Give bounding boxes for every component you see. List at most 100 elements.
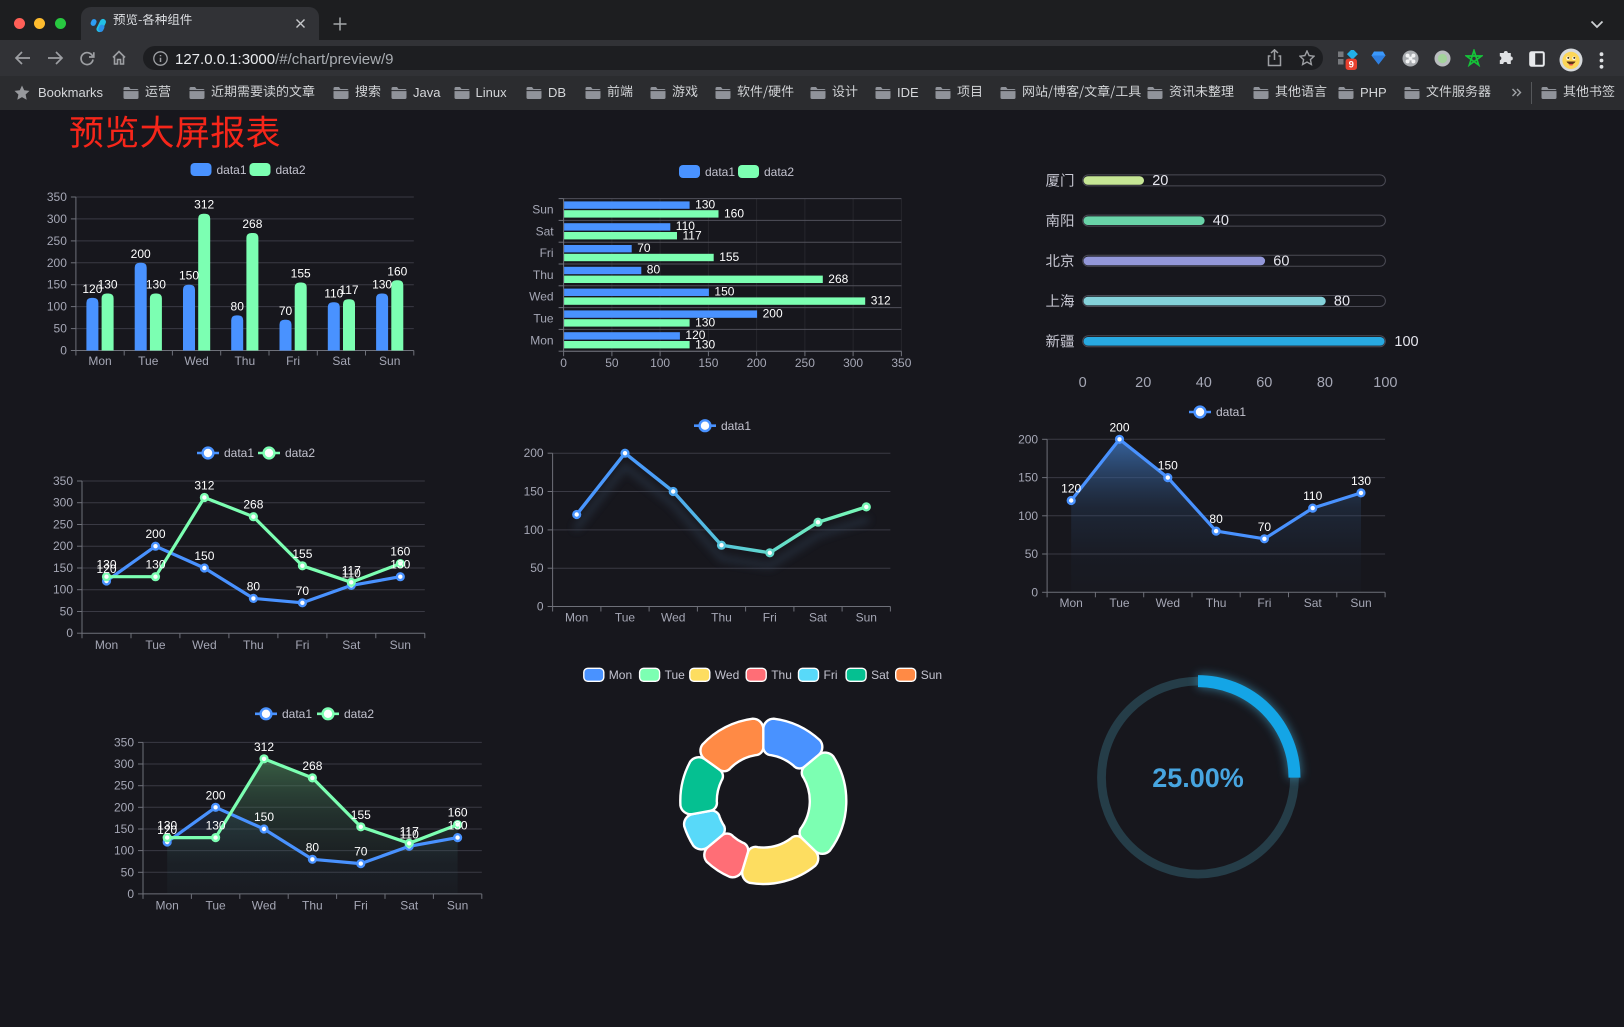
svg-text:Sat: Sat	[809, 611, 828, 625]
svg-text:70: 70	[1258, 520, 1272, 534]
svg-text:200: 200	[206, 788, 226, 802]
svg-text:Fri: Fri	[824, 668, 838, 682]
svg-text:Wed: Wed	[1156, 596, 1180, 610]
svg-text:80: 80	[647, 263, 661, 277]
svg-text:Wed: Wed	[252, 899, 276, 913]
svg-text:Tue: Tue	[533, 312, 554, 326]
svg-text:117: 117	[342, 563, 361, 577]
svg-text:data1: data1	[217, 163, 247, 177]
svg-text:Sat: Sat	[871, 668, 890, 682]
svg-text:80: 80	[306, 840, 320, 854]
svg-text:150: 150	[698, 356, 718, 370]
svg-text:130: 130	[96, 558, 116, 572]
svg-text:150: 150	[179, 269, 199, 283]
svg-text:Sat: Sat	[400, 899, 419, 913]
svg-text:Fri: Fri	[1257, 596, 1271, 610]
svg-text:110: 110	[1303, 489, 1322, 503]
svg-text:150: 150	[254, 810, 274, 824]
svg-text:Fri: Fri	[540, 246, 554, 260]
svg-text:80: 80	[1317, 375, 1333, 391]
svg-text:80: 80	[247, 579, 261, 593]
svg-text:130: 130	[372, 278, 392, 292]
svg-text:data1: data1	[705, 165, 735, 179]
svg-text:50: 50	[605, 356, 619, 370]
svg-text:Mon: Mon	[565, 611, 588, 625]
svg-text:200: 200	[763, 306, 783, 320]
svg-text:268: 268	[242, 217, 262, 231]
svg-text:40: 40	[1213, 213, 1229, 229]
svg-text:Thu: Thu	[302, 899, 323, 913]
svg-text:150: 150	[194, 549, 214, 563]
svg-text:100: 100	[53, 583, 73, 597]
svg-text:150: 150	[114, 822, 134, 836]
svg-text:data1: data1	[1216, 405, 1246, 419]
svg-text:80: 80	[231, 299, 245, 313]
svg-text:Tue: Tue	[138, 354, 159, 368]
svg-text:100: 100	[1394, 334, 1418, 350]
svg-text:130: 130	[390, 558, 410, 572]
svg-text:Thu: Thu	[1206, 596, 1227, 610]
svg-text:25.00%: 25.00%	[1152, 763, 1244, 793]
svg-text:160: 160	[724, 207, 744, 221]
svg-text:Mon: Mon	[530, 333, 553, 347]
svg-text:155: 155	[291, 267, 311, 281]
svg-text:Fri: Fri	[354, 899, 368, 913]
svg-text:Mon: Mon	[156, 899, 179, 913]
svg-text:150: 150	[714, 285, 734, 299]
svg-text:80: 80	[1209, 512, 1223, 526]
svg-text:150: 150	[1018, 471, 1038, 485]
svg-text:Tue: Tue	[1109, 596, 1130, 610]
svg-text:70: 70	[296, 584, 310, 598]
svg-text:350: 350	[114, 735, 134, 749]
svg-text:Thu: Thu	[234, 354, 255, 368]
svg-text:Wed: Wed	[715, 668, 739, 682]
svg-text:110: 110	[324, 286, 343, 300]
svg-text:Wed: Wed	[529, 290, 553, 304]
svg-text:9: 9	[1349, 60, 1354, 70]
svg-text:250: 250	[114, 779, 134, 793]
svg-text:Mon: Mon	[1060, 596, 1083, 610]
svg-text:0: 0	[1079, 375, 1087, 391]
svg-text:0: 0	[537, 600, 544, 614]
svg-text:120: 120	[96, 562, 116, 576]
svg-text:117: 117	[400, 824, 419, 838]
svg-text:200: 200	[747, 356, 767, 370]
svg-text:Sun: Sun	[856, 611, 877, 625]
svg-text:Thu: Thu	[533, 268, 554, 282]
svg-text:200: 200	[53, 539, 73, 553]
svg-text:Fri: Fri	[295, 638, 309, 652]
svg-text:Sun: Sun	[379, 354, 400, 368]
svg-text:110: 110	[342, 566, 361, 580]
svg-text:Sat: Sat	[342, 638, 361, 652]
svg-text:0: 0	[1031, 585, 1038, 599]
svg-text:312: 312	[194, 479, 214, 493]
svg-text:Fri: Fri	[763, 611, 777, 625]
svg-text:50: 50	[1025, 547, 1039, 561]
svg-text:Sun: Sun	[390, 638, 411, 652]
svg-text:0: 0	[127, 887, 134, 901]
svg-text:268: 268	[243, 498, 263, 512]
svg-text:130: 130	[206, 819, 226, 833]
svg-text:150: 150	[1158, 459, 1178, 473]
svg-text:data2: data2	[285, 446, 315, 460]
svg-text:130: 130	[695, 337, 715, 351]
svg-text:100: 100	[1373, 375, 1397, 391]
svg-text:120: 120	[685, 328, 705, 342]
svg-text:Sat: Sat	[1304, 596, 1323, 610]
svg-text:120: 120	[82, 282, 102, 296]
svg-text:Tue: Tue	[665, 668, 686, 682]
svg-text:312: 312	[871, 294, 891, 308]
svg-text:300: 300	[843, 356, 863, 370]
svg-text:50: 50	[121, 865, 135, 879]
svg-text:100: 100	[1018, 509, 1038, 523]
svg-text:100: 100	[650, 356, 670, 370]
svg-text:250: 250	[53, 518, 73, 532]
svg-text:Sun: Sun	[1350, 596, 1371, 610]
svg-text:Sun: Sun	[921, 668, 942, 682]
svg-text:117: 117	[683, 228, 702, 242]
svg-text:70: 70	[637, 241, 651, 255]
svg-text:150: 150	[524, 485, 544, 499]
svg-text:300: 300	[53, 496, 73, 510]
svg-text:130: 130	[98, 278, 118, 292]
svg-text:150: 150	[53, 561, 73, 575]
